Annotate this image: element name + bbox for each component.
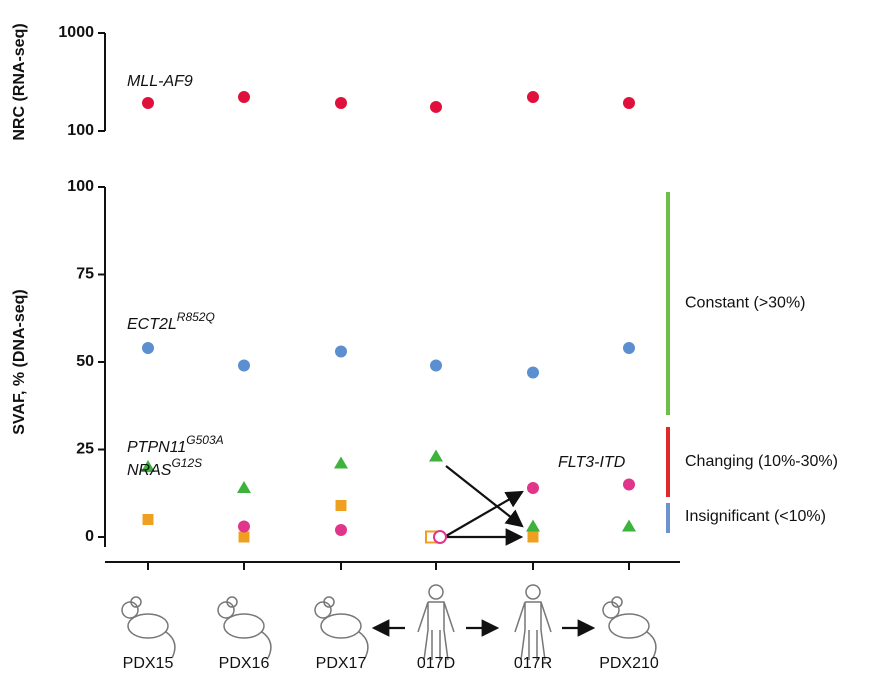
y-axis-title: NRC (RNA-seq) xyxy=(11,23,28,140)
marker xyxy=(526,519,540,532)
series-name: FLT3-ITD xyxy=(558,454,626,471)
y-tick-label: 100 xyxy=(67,178,94,195)
marker xyxy=(335,345,347,358)
series-label: ECT2LR852Q xyxy=(127,310,215,333)
series-name: ECT2L xyxy=(127,316,177,333)
marker xyxy=(527,91,539,104)
marker xyxy=(429,449,443,462)
marker xyxy=(430,359,442,372)
marker xyxy=(238,359,250,372)
x-tick-label: PDX16 xyxy=(219,655,270,672)
marker xyxy=(237,481,251,493)
marker xyxy=(238,91,250,104)
series-superscript: G12S xyxy=(171,456,202,470)
marker xyxy=(433,530,447,544)
marker xyxy=(142,514,154,525)
series-label: NRASG12S xyxy=(127,456,202,479)
y-tick-label: 1000 xyxy=(58,24,94,41)
marker xyxy=(335,500,347,511)
marker xyxy=(623,97,635,110)
marker xyxy=(141,460,155,472)
range-bar xyxy=(666,192,670,415)
y-tick-label: 0 xyxy=(85,528,94,545)
marker xyxy=(623,342,635,354)
series-name: NRAS xyxy=(127,462,172,479)
x-tick-label: PDX17 xyxy=(316,655,367,672)
marker xyxy=(527,531,539,543)
lineage-arrows xyxy=(371,465,596,637)
series-superscript: R852Q xyxy=(177,310,215,324)
marker xyxy=(527,366,539,379)
x-tick-label: 017R xyxy=(514,655,552,672)
series-name: PTPN11 xyxy=(127,439,186,456)
x-tick-label: 017D xyxy=(417,655,455,672)
x-tick-label: PDX15 xyxy=(123,655,174,672)
marker xyxy=(527,482,539,494)
y-tick-label: 100 xyxy=(67,122,94,139)
x-tick-label: PDX210 xyxy=(599,655,659,672)
y-tick-label: 25 xyxy=(76,441,94,458)
y-tick-label: 75 xyxy=(76,266,94,283)
marker xyxy=(430,100,442,113)
range-bar xyxy=(666,427,670,497)
series-label: MLL-AF9 xyxy=(127,73,193,90)
series-name: MLL-AF9 xyxy=(127,73,193,90)
icons xyxy=(121,584,657,661)
y-axis-title: SVAF, % (DNA-seq) xyxy=(11,289,28,435)
marker xyxy=(622,519,636,532)
marker xyxy=(335,97,347,110)
marker xyxy=(335,524,347,536)
range-label: Changing (10%-30%) xyxy=(685,453,838,470)
marker xyxy=(238,520,250,533)
series-label: PTPN11G503A xyxy=(127,433,224,456)
range-bar xyxy=(666,503,670,533)
range-label: Constant (>30%) xyxy=(685,295,806,312)
series-label: FLT3-ITD xyxy=(558,454,626,471)
range-label: Insignificant (<10%) xyxy=(685,508,826,525)
marker xyxy=(334,456,348,469)
series-superscript: G503A xyxy=(186,433,223,447)
marker xyxy=(238,531,250,543)
marker xyxy=(142,97,154,110)
y-tick-label: 50 xyxy=(76,353,94,370)
marker xyxy=(142,342,154,354)
marker xyxy=(623,478,635,491)
